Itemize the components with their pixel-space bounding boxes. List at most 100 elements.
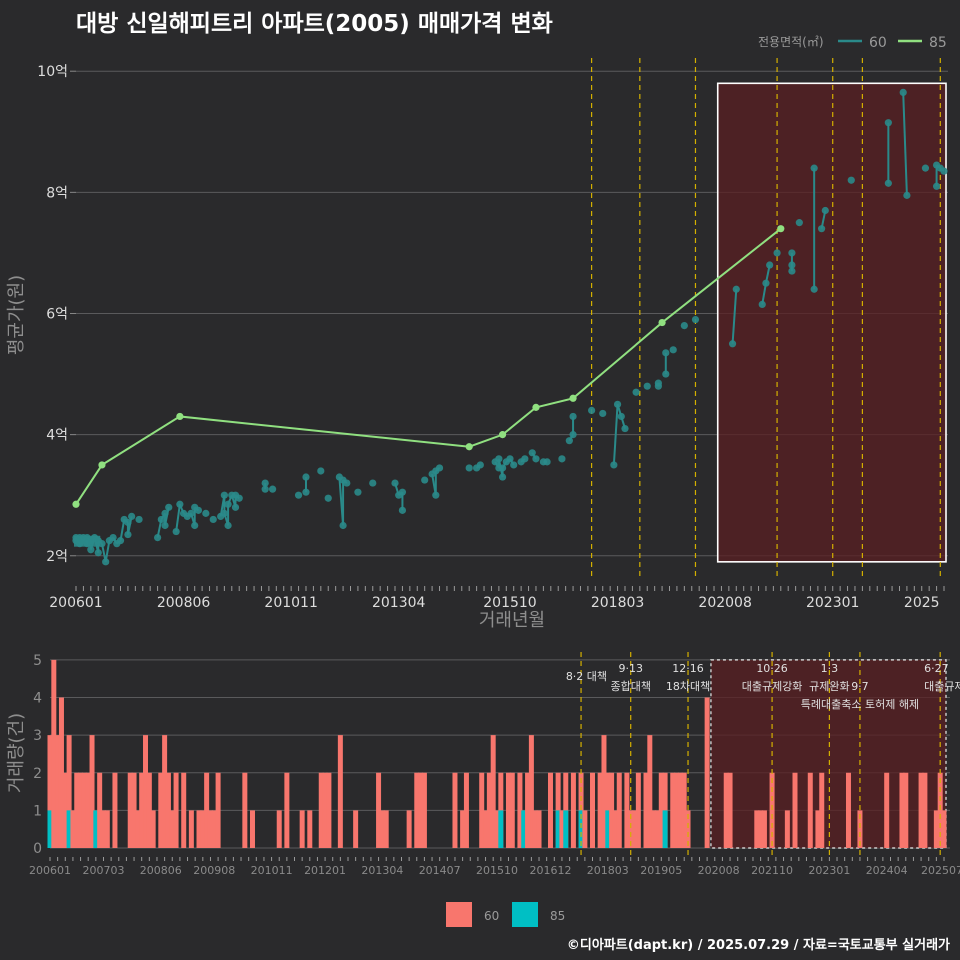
bar-60 xyxy=(284,772,290,848)
bar-60 xyxy=(207,810,213,848)
bar-60 xyxy=(353,810,359,848)
bar-60 xyxy=(418,772,424,848)
bar-60 xyxy=(494,810,500,848)
y-tick-label: 6억 xyxy=(46,306,68,322)
bar-y-tick-label: 3 xyxy=(33,728,42,744)
series-60-point xyxy=(732,285,740,293)
highlight-box xyxy=(716,82,947,563)
bar-y-tick-label: 2 xyxy=(33,766,42,782)
series-60-cluster xyxy=(74,535,101,547)
series-60-point xyxy=(565,437,573,445)
bar-x-tick-label: 201510 xyxy=(476,864,518,877)
bar-60 xyxy=(490,735,496,848)
series-85-line xyxy=(75,227,782,505)
x-tick-label: 200806 xyxy=(157,595,211,611)
bar-60 xyxy=(299,810,305,848)
series-60-point xyxy=(758,300,766,308)
bar-x-tick-label: 200703 xyxy=(82,864,124,877)
bar-60 xyxy=(643,772,649,848)
series-60-point xyxy=(788,267,796,275)
series-60-point xyxy=(339,521,347,530)
bar-legend-swatch-60 xyxy=(446,902,472,927)
series-60-point xyxy=(766,261,774,269)
bar-60 xyxy=(685,810,691,848)
series-60-segment xyxy=(612,404,619,465)
policy-label-desc: 대출규제강화 xyxy=(742,680,803,693)
policy-label-date: 10·26 xyxy=(756,662,788,675)
bar-60 xyxy=(85,772,91,848)
policy-label-date: 9·7 xyxy=(851,680,869,693)
bar-60 xyxy=(651,810,657,848)
bar-85 xyxy=(47,810,53,848)
bar-60 xyxy=(884,772,890,848)
bar-60 xyxy=(635,772,641,848)
policy-label-desc: 특례대출축소 토허제 해제 xyxy=(801,697,919,711)
series-60-point xyxy=(662,349,670,357)
bar-60 xyxy=(463,772,469,848)
bar-60 xyxy=(104,810,110,848)
x-tick-label: 201304 xyxy=(372,595,426,611)
bar-60 xyxy=(528,735,534,848)
series-60-point xyxy=(124,518,132,527)
bar-60 xyxy=(819,772,825,848)
bar-60 xyxy=(62,772,68,848)
bar-60 xyxy=(200,810,206,848)
bar-x-tick-label: 202110 xyxy=(751,864,793,877)
series-85-point xyxy=(658,318,666,327)
bar-60 xyxy=(74,772,80,848)
x-tick-label: 202008 xyxy=(698,595,751,611)
series-60-point xyxy=(506,455,514,463)
bar-x-tick-label: 201612 xyxy=(529,864,571,877)
bar-x-tick-label: 201407 xyxy=(419,864,461,877)
series-60-point xyxy=(157,515,165,524)
bar-60 xyxy=(127,772,133,848)
series-60-point xyxy=(599,409,607,418)
series-60-point xyxy=(369,479,377,487)
series-60-point xyxy=(932,182,941,190)
series-60-point xyxy=(476,461,484,469)
series-60-point xyxy=(324,494,332,502)
series-60-point xyxy=(209,515,217,524)
bar-60 xyxy=(89,735,95,848)
policy-label-date: 12·16 xyxy=(672,662,704,675)
series-60-point xyxy=(632,388,640,396)
series-60-point xyxy=(154,534,162,542)
x-tick-label: 2025 xyxy=(904,595,940,611)
bar-x-tick-label: 201803 xyxy=(587,864,629,877)
series-60-point xyxy=(498,473,507,481)
bar-60 xyxy=(670,772,676,848)
bar-60 xyxy=(899,772,905,848)
bar-60 xyxy=(597,772,603,848)
bar-60 xyxy=(383,810,389,848)
bar-60 xyxy=(307,810,313,848)
bar-60 xyxy=(547,772,553,848)
bar-60 xyxy=(570,772,576,848)
series-60-point xyxy=(669,346,677,354)
bar-60 xyxy=(421,772,427,848)
series-60-point xyxy=(398,488,407,496)
bar-60 xyxy=(582,810,588,848)
bar-85 xyxy=(605,810,611,848)
series-60-point xyxy=(87,546,95,554)
bar-85 xyxy=(662,810,668,848)
bar-60 xyxy=(100,810,106,848)
bar-60 xyxy=(941,810,947,848)
bar-60 xyxy=(612,810,618,848)
bar-60 xyxy=(249,810,255,848)
bar-60 xyxy=(139,772,145,848)
series-60-point xyxy=(161,509,169,517)
series-85-point xyxy=(72,500,80,508)
series-60-point xyxy=(498,464,507,472)
bar-60 xyxy=(78,772,84,848)
series-60-point xyxy=(795,219,803,227)
bar-60 xyxy=(337,735,343,848)
bar-x-tick-label: 202507 xyxy=(921,864,960,877)
bar-60 xyxy=(704,697,710,848)
series-60-point xyxy=(510,461,518,469)
series-85-point xyxy=(532,403,540,411)
bar-x-tick-label: 201304 xyxy=(361,864,403,877)
bar-85 xyxy=(498,810,504,848)
bar-60 xyxy=(769,772,775,848)
bar-60 xyxy=(188,810,194,848)
series-60-point xyxy=(662,370,670,378)
